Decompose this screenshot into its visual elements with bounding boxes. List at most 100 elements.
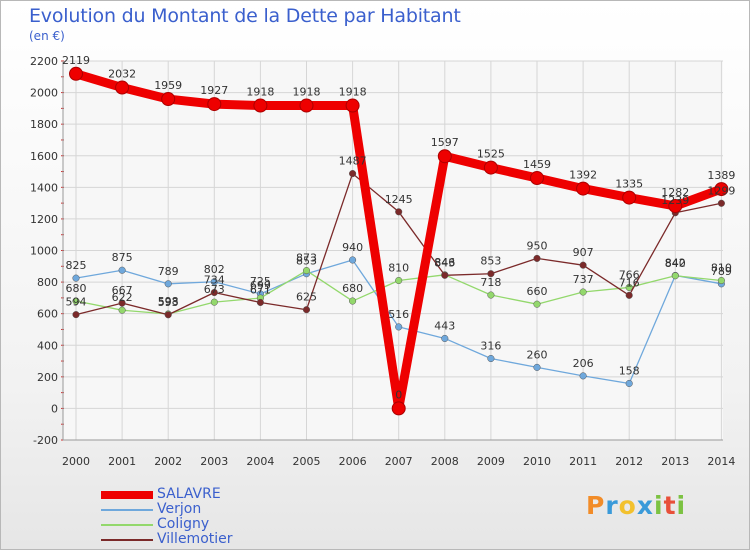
- data-label-verjon: 789: [711, 265, 732, 278]
- data-point-villemotier: [164, 311, 172, 319]
- x-tick-label: 2011: [569, 455, 597, 468]
- legend-label: SALAVRE: [157, 486, 221, 502]
- y-tick-label: -200: [33, 434, 58, 447]
- x-tick-label: 2004: [246, 455, 274, 468]
- y-tick-label: 1600: [30, 150, 58, 163]
- legend-item-coligny: Coligny: [101, 516, 321, 532]
- data-point-villemotier: [579, 261, 587, 269]
- x-tick-label: 2014: [707, 455, 735, 468]
- x-tick-label: 2000: [62, 455, 90, 468]
- data-point-verjon: [441, 334, 449, 343]
- data-label-salavre: 1389: [707, 169, 735, 182]
- y-tick-label: 400: [37, 339, 58, 352]
- data-label-salavre: 1282: [661, 186, 689, 199]
- legend-swatch: [101, 509, 153, 511]
- data-label-verjon: 842: [665, 256, 686, 269]
- y-tick-label: 1800: [30, 118, 58, 131]
- data-point-verjon: [349, 256, 357, 264]
- data-point-villemotier: [625, 291, 633, 299]
- x-tick-label: 2001: [108, 455, 136, 468]
- y-tick-label: 2000: [30, 87, 58, 100]
- y-tick-label: 0: [51, 402, 58, 415]
- data-point-coligny: [625, 283, 633, 292]
- x-tick-label: 2007: [385, 455, 413, 468]
- data-label-salavre: 1335: [615, 178, 643, 191]
- data-point-salavre: [437, 149, 452, 164]
- data-label-verjon: 725: [250, 275, 271, 288]
- data-label-salavre: 0: [395, 388, 402, 401]
- data-label-verjon: 316: [480, 340, 501, 353]
- data-label-verjon: 940: [342, 241, 363, 254]
- x-tick-label: 2002: [154, 455, 182, 468]
- data-label-villemotier: 667: [112, 284, 133, 297]
- data-point-salavre: [345, 98, 360, 113]
- data-point-coligny: [717, 276, 725, 285]
- data-label-salavre: 1918: [246, 86, 274, 99]
- y-tick-label: 200: [37, 371, 58, 384]
- legend-swatch: [101, 524, 153, 526]
- data-label-villemotier: 950: [527, 239, 548, 252]
- data-point-verjon: [72, 274, 80, 282]
- data-point-coligny: [210, 298, 218, 306]
- data-point-salavre: [714, 182, 729, 197]
- data-label-villemotier: 734: [204, 274, 225, 287]
- data-point-villemotier: [533, 254, 541, 262]
- data-label-salavre: 2032: [108, 68, 136, 81]
- data-label-salavre: 1392: [569, 169, 597, 182]
- data-point-salavre: [483, 160, 498, 175]
- data-point-villemotier: [118, 299, 126, 307]
- chart-subtitle: (en €): [29, 29, 65, 43]
- data-label-coligny: 873: [296, 252, 317, 265]
- data-point-salavre: [668, 198, 683, 213]
- proxiti-logo: Proxiti: [586, 491, 686, 520]
- legend-item-salavre: SALAVRE: [101, 486, 321, 502]
- data-point-salavre: [207, 97, 222, 112]
- data-point-salavre: [622, 190, 637, 205]
- logo-letter: P: [586, 491, 606, 520]
- data-label-salavre: 1918: [339, 86, 367, 99]
- y-tick-label: 1000: [30, 245, 58, 258]
- data-label-salavre: 1525: [477, 148, 505, 161]
- data-point-villemotier: [72, 311, 80, 319]
- data-label-villemotier: 671: [250, 283, 271, 296]
- chart-title: Evolution du Montant de la Dette par Hab…: [29, 5, 461, 27]
- data-point-villemotier: [256, 298, 264, 307]
- data-point-coligny: [533, 300, 541, 308]
- data-point-coligny: [487, 291, 495, 299]
- data-label-verjon: 206: [573, 357, 594, 370]
- data-label-villemotier: 594: [66, 296, 87, 309]
- data-point-coligny: [671, 272, 679, 280]
- data-point-villemotier: [210, 288, 218, 297]
- y-tick-label: 2200: [30, 55, 58, 68]
- logo-letter: i: [654, 491, 664, 520]
- data-point-verjon: [164, 280, 172, 288]
- data-label-salavre: 1597: [431, 136, 459, 149]
- y-tick-label: 1400: [30, 181, 58, 194]
- x-tick-label: 2003: [200, 455, 228, 468]
- data-point-verjon: [579, 372, 587, 380]
- data-label-villemotier: 907: [573, 246, 594, 259]
- data-label-verjon: 853: [296, 255, 317, 268]
- data-point-salavre: [69, 66, 83, 81]
- data-point-villemotier: [349, 170, 357, 178]
- data-label-villemotier: 1239: [661, 194, 689, 207]
- data-label-coligny: 718: [480, 276, 501, 289]
- legend-swatch: [101, 491, 153, 499]
- chart-legend: SALAVRE Verjon Coligny Villemotier: [101, 486, 321, 547]
- x-tick-label: 2009: [477, 455, 505, 468]
- data-point-salavre: [576, 181, 591, 196]
- legend-item-verjon: Verjon: [101, 501, 321, 517]
- data-point-coligny: [302, 267, 311, 275]
- data-point-villemotier: [717, 199, 725, 207]
- data-point-verjon: [625, 379, 633, 388]
- data-point-salavre: [391, 401, 406, 416]
- data-label-verjon: 825: [66, 259, 87, 272]
- data-point-villemotier: [487, 270, 495, 278]
- data-point-verjon: [118, 266, 126, 274]
- logo-letter: t: [663, 491, 677, 520]
- data-label-coligny: 680: [342, 282, 363, 295]
- data-label-coligny: 598: [158, 295, 179, 308]
- data-point-salavre: [530, 171, 544, 186]
- data-label-verjon: 789: [158, 265, 179, 278]
